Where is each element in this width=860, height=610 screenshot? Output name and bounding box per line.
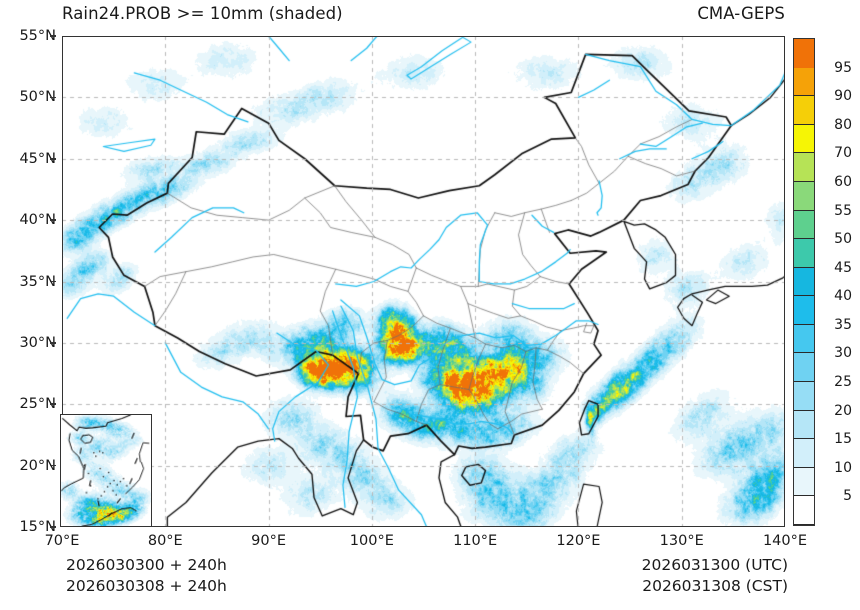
colorbar-tick-label: 10 [834, 459, 852, 476]
lat-tick-label: 35°N [19, 273, 56, 290]
lon-tick-label: 120°E [556, 533, 601, 549]
lon-tick-label: 80°E [147, 533, 183, 549]
colorbar-band [794, 267, 814, 297]
lon-tick-label: 140°E [762, 533, 808, 549]
footer-valid-utc: 2026031300 (UTC) [641, 556, 788, 574]
colorbar-band [794, 239, 814, 268]
colorbar-band [794, 210, 814, 240]
lat-tick-label: 50°N [19, 89, 56, 106]
colorbar-tick-label: 90 [834, 88, 852, 105]
colorbar-band [794, 382, 814, 411]
lat-tick-label: 25°N [19, 396, 56, 413]
colorbar-band [794, 153, 814, 182]
lat-tick-label: 40°N [19, 212, 56, 229]
colorbar-tick-label: 60 [834, 173, 852, 190]
plot-frame [62, 36, 785, 527]
south-china-sea-inset [60, 414, 152, 527]
lat-tick-label: 20°N [19, 457, 56, 474]
lat-tick-mark [50, 157, 56, 160]
lat-tick-mark [50, 342, 56, 344]
lon-tick-label: 130°E [659, 533, 704, 549]
lat-tick-mark [50, 96, 56, 99]
footer-init-utc: 2026030300 + 240h [66, 556, 227, 574]
lat-tick-label: 45°N [19, 150, 56, 167]
colorbar-band [794, 410, 814, 440]
colorbar-tick-label: 25 [834, 374, 852, 391]
lon-tick-label: 100°E [349, 533, 394, 549]
colorbar-tick-label: 15 [834, 431, 852, 448]
colorbar-tick-label: 40 [834, 288, 852, 305]
colorbar-tick-label: 30 [834, 345, 852, 362]
lat-tick-mark [50, 219, 56, 221]
footer-valid-cst: 2026031308 (CST) [642, 577, 788, 595]
lat-tick-label: 30°N [19, 334, 56, 351]
map-gridlines [62, 36, 785, 527]
colorbar-band [794, 439, 814, 468]
lat-tick-mark [50, 280, 56, 283]
model-label: CMA-GEPS [697, 4, 785, 23]
colorbar-band [794, 67, 814, 97]
lat-tick-mark [50, 526, 56, 528]
colorbar-band [794, 324, 814, 354]
page-title: Rain24.PROB >= 10mm (shaded) [62, 4, 343, 23]
lon-tick-label: 110°E [453, 533, 498, 549]
colorbar-band [794, 296, 814, 325]
colorbar-band [794, 96, 814, 125]
longitude-axis: 70°E 80°E 90°E 100°E 110°E 120°E 130°E 140°E [45, 533, 807, 555]
colorbar-band [794, 496, 814, 525]
colorbar-tick-label: 50 [834, 231, 852, 248]
lon-tick-label: 70°E [44, 533, 80, 549]
colorbar-tick-labels: 5 10 15 20 25 30 35 40 45 50 55 60 70 80 90 95 [818, 38, 858, 526]
colorbar-tick-label: 55 [834, 202, 852, 219]
lat-tick-mark [50, 464, 56, 467]
colorbar-tick-label: 70 [834, 145, 852, 162]
colorbar-band [794, 353, 814, 383]
colorbar-band [794, 467, 814, 497]
colorbar-tick-label: 45 [834, 259, 852, 276]
colorbar-tick-label: 20 [834, 402, 852, 419]
colorbar-band [794, 181, 814, 211]
lat-tick-label: 55°N [19, 28, 56, 44]
lat-tick-label: 15°N [19, 519, 56, 535]
colorbar-tick-label: 5 [843, 488, 852, 505]
lat-tick-mark [50, 35, 56, 37]
lon-tick-label: 90°E [251, 533, 286, 549]
colorbar-tick-label: 35 [834, 316, 852, 333]
colorbar-tick-label: 95 [834, 59, 852, 76]
inset-map-canvas [61, 415, 151, 526]
colorbar-band [794, 39, 814, 68]
colorbar [793, 38, 815, 526]
latitude-axis: 15°N 20°N 25°N 30°N 35°N 40°N 45°N 50°N 55°N [0, 28, 56, 535]
footer-init-cst: 2026030308 + 240h [66, 577, 227, 595]
colorbar-tick-label: 80 [834, 116, 852, 133]
lat-tick-mark [50, 403, 56, 406]
colorbar-band [794, 124, 814, 154]
